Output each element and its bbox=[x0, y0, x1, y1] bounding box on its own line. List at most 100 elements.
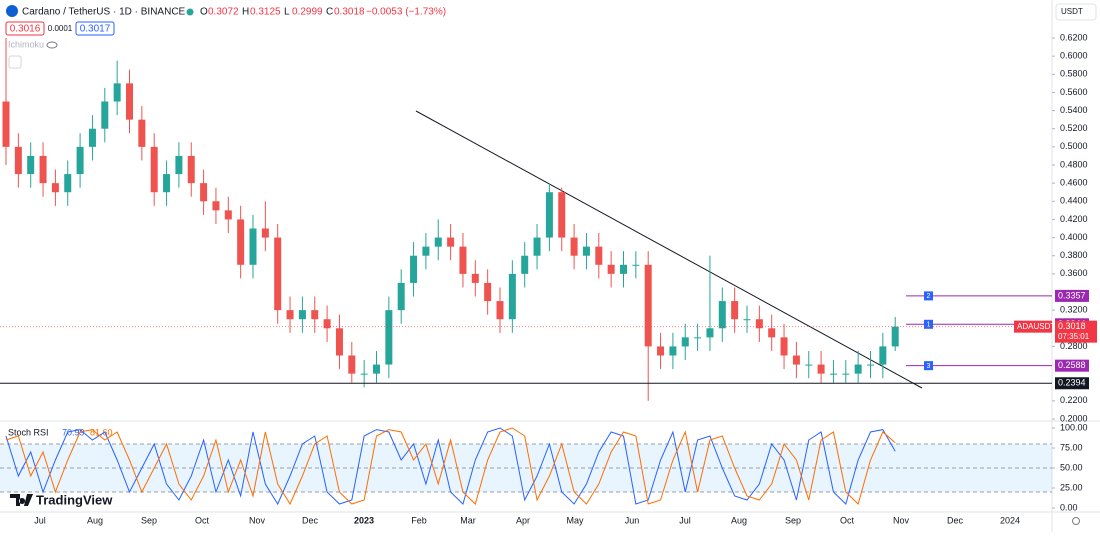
candle-body bbox=[64, 174, 72, 193]
level-badge-label: 0.2588 bbox=[1058, 360, 1086, 370]
symbol-tag-box bbox=[1014, 320, 1052, 333]
currency-select[interactable] bbox=[1055, 3, 1097, 21]
y-tick-label: 25.00 bbox=[1060, 482, 1083, 492]
x-tick-label: Sep bbox=[141, 515, 157, 525]
y-tick-label: 0.5000 bbox=[1060, 141, 1088, 151]
candle-body bbox=[545, 192, 553, 238]
stoch-line bbox=[5, 427, 896, 506]
candle-body bbox=[755, 319, 763, 329]
ohlc-key: L bbox=[284, 7, 290, 18]
candle-body bbox=[348, 355, 356, 374]
candle-body bbox=[311, 310, 319, 320]
level-tag-box bbox=[924, 319, 933, 329]
stoch-title: Stoch RSI bbox=[8, 427, 49, 437]
candle-body bbox=[792, 355, 800, 365]
settings-icon[interactable] bbox=[1072, 517, 1080, 525]
stoch-d-value: 81.60 bbox=[90, 427, 113, 437]
candle-body bbox=[829, 373, 837, 375]
ohlc-key: H bbox=[242, 7, 249, 18]
candle-body bbox=[434, 237, 442, 247]
candle-body bbox=[39, 155, 47, 184]
candle-body bbox=[508, 273, 516, 320]
y-tick-label: 0.4600 bbox=[1060, 178, 1088, 188]
x-tick-label: Mar bbox=[460, 515, 476, 525]
change: −0.0053 (−1.73%) bbox=[366, 7, 446, 18]
y-tick-label: 0.3600 bbox=[1060, 268, 1088, 278]
y-tick-label: 50.00 bbox=[1060, 462, 1083, 472]
candle-body bbox=[620, 264, 627, 274]
candle-body bbox=[360, 373, 368, 375]
y-tick-label: 75.00 bbox=[1060, 442, 1083, 452]
level-badge bbox=[1055, 289, 1089, 302]
y-tick-label: 0.4400 bbox=[1060, 196, 1088, 206]
x-tick-label: Dec bbox=[302, 515, 319, 525]
candle-body bbox=[410, 255, 418, 283]
eye-icon[interactable] bbox=[46, 41, 58, 49]
ohlc-value: 0.3125 bbox=[250, 7, 281, 18]
symbol-tag: ADAUSDT bbox=[1017, 322, 1055, 331]
ohlc-value: 0.2999 bbox=[292, 7, 323, 18]
y-tick-label: 100.00 bbox=[1060, 422, 1088, 432]
x-tick-label: Nov bbox=[893, 515, 910, 525]
candle-body bbox=[595, 246, 603, 265]
ask-box[interactable] bbox=[75, 21, 115, 36]
level-tag: 3 bbox=[927, 363, 931, 370]
y-tick-label: 0.5200 bbox=[1060, 123, 1088, 133]
y-tick-label: 0.5600 bbox=[1060, 87, 1088, 97]
candle-body bbox=[323, 319, 331, 329]
x-tick-label: Aug bbox=[87, 515, 103, 525]
candle-body bbox=[138, 119, 146, 147]
y-tick-label: 0.2800 bbox=[1060, 341, 1088, 351]
collapse-button[interactable] bbox=[8, 55, 22, 69]
y-tick-label: 0.2200 bbox=[1060, 395, 1088, 405]
candle-body bbox=[867, 364, 874, 366]
level-badge-label: 0.3357 bbox=[1058, 290, 1086, 300]
stoch-line bbox=[5, 427, 896, 506]
candle-body bbox=[249, 228, 257, 265]
ask: 0.3017 bbox=[80, 24, 111, 35]
y-tick-label: 0.6000 bbox=[1060, 51, 1088, 61]
y-tick-label: 0.2000 bbox=[1060, 413, 1088, 423]
ohlc-value: 0.3018 bbox=[334, 7, 365, 18]
market-status bbox=[186, 8, 194, 16]
x-tick-label: 2024 bbox=[1000, 515, 1020, 525]
candle-body bbox=[718, 301, 726, 329]
candle-body bbox=[459, 246, 467, 274]
candle-body bbox=[385, 310, 393, 365]
candle-body bbox=[607, 264, 615, 274]
candle-body bbox=[743, 319, 751, 321]
y-tick-label: 0.4800 bbox=[1060, 159, 1088, 169]
bid-box[interactable] bbox=[5, 21, 45, 36]
candle-body bbox=[126, 83, 133, 120]
candle-body bbox=[644, 264, 652, 347]
candle-body bbox=[113, 83, 121, 102]
candle-body bbox=[298, 310, 306, 320]
brand: TradingView bbox=[36, 492, 113, 507]
level-badge bbox=[1055, 359, 1089, 372]
candle-body bbox=[88, 128, 96, 147]
stoch-k-value: 70.99 bbox=[62, 427, 85, 437]
candle-body bbox=[14, 146, 22, 175]
candle-body bbox=[397, 282, 405, 311]
candle-body bbox=[484, 282, 492, 302]
y-tick-label: 0.5400 bbox=[1060, 105, 1088, 115]
y-tick-label: 0.4000 bbox=[1060, 232, 1088, 242]
y-tick-label: 0.3200 bbox=[1060, 305, 1088, 315]
y-tick-label: 0.00 bbox=[1060, 502, 1078, 512]
candle-body bbox=[669, 346, 677, 356]
candle-body bbox=[237, 219, 245, 265]
candle-body bbox=[471, 273, 479, 283]
candle-body bbox=[817, 364, 825, 374]
candle-body bbox=[373, 364, 380, 374]
x-tick-label: Jul bbox=[34, 515, 46, 525]
level-badge bbox=[1055, 377, 1089, 390]
candle-body bbox=[101, 101, 109, 129]
candle-body bbox=[632, 264, 640, 266]
candle-body bbox=[768, 328, 776, 338]
candle-body bbox=[150, 146, 158, 193]
x-tick-label: 2023 bbox=[354, 515, 374, 525]
candle-body bbox=[187, 155, 195, 184]
candle-body bbox=[224, 210, 232, 220]
x-tick-label: May bbox=[566, 515, 584, 525]
